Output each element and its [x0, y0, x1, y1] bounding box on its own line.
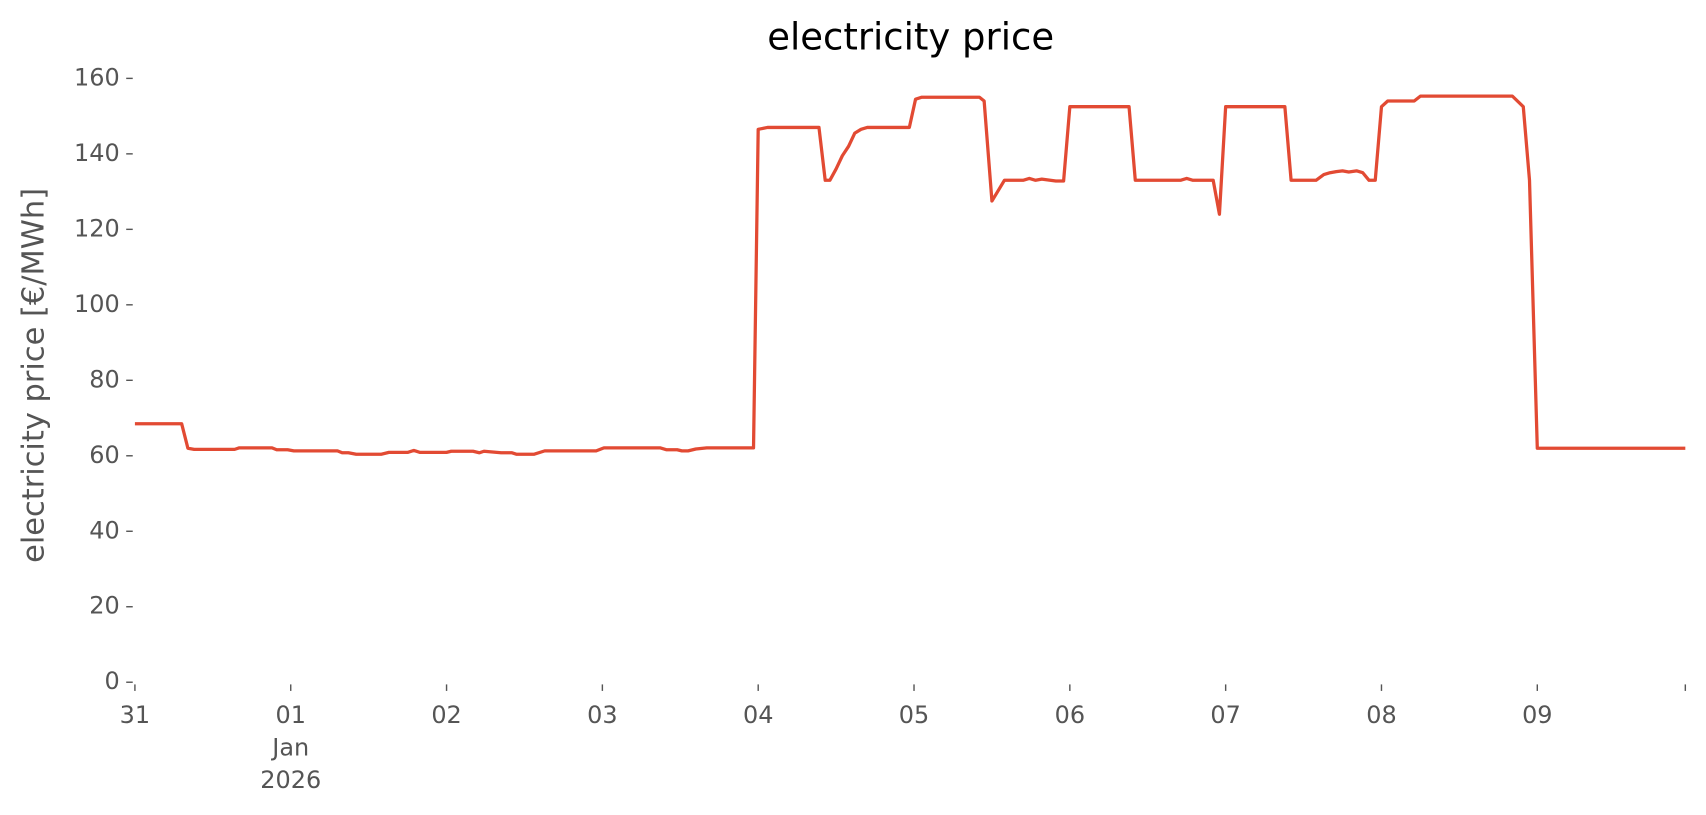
- x-tick-label: 09: [1522, 701, 1552, 729]
- x-tick-label: 02: [431, 701, 461, 729]
- y-tick-label: 0: [104, 667, 119, 695]
- y-axis-label: electricity price [€/MWh]: [16, 188, 51, 563]
- y-tick-label: 60: [89, 441, 119, 469]
- y-tick-label: 40: [89, 516, 119, 544]
- x-tick-label: 2026: [260, 766, 321, 794]
- y-tick-label: 140: [74, 139, 120, 167]
- chart-title: electricity price: [767, 16, 1054, 59]
- x-tick-label: 03: [587, 701, 617, 729]
- y-tick-label: 20: [89, 592, 119, 620]
- y-tick-label: 120: [74, 214, 120, 242]
- x-tick-label: 04: [743, 701, 773, 729]
- x-tick-label: 07: [1210, 701, 1240, 729]
- x-tick-label: 01: [276, 701, 306, 729]
- x-tick-label: Jan: [270, 734, 309, 762]
- y-tick-label: 100: [74, 290, 120, 318]
- y-tick-label: 80: [89, 365, 119, 393]
- x-tick-label: 05: [899, 701, 929, 729]
- x-tick-label: 31: [120, 701, 150, 729]
- y-tick-label: 160: [74, 63, 120, 91]
- x-tick-label: 06: [1055, 701, 1085, 729]
- price-line: [134, 94, 1686, 456]
- x-tick-label: 08: [1366, 701, 1396, 729]
